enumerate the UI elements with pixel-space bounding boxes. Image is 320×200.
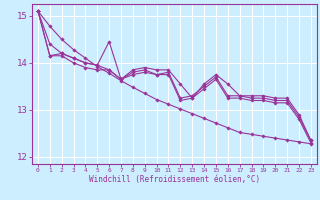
X-axis label: Windchill (Refroidissement éolien,°C): Windchill (Refroidissement éolien,°C) xyxy=(89,175,260,184)
